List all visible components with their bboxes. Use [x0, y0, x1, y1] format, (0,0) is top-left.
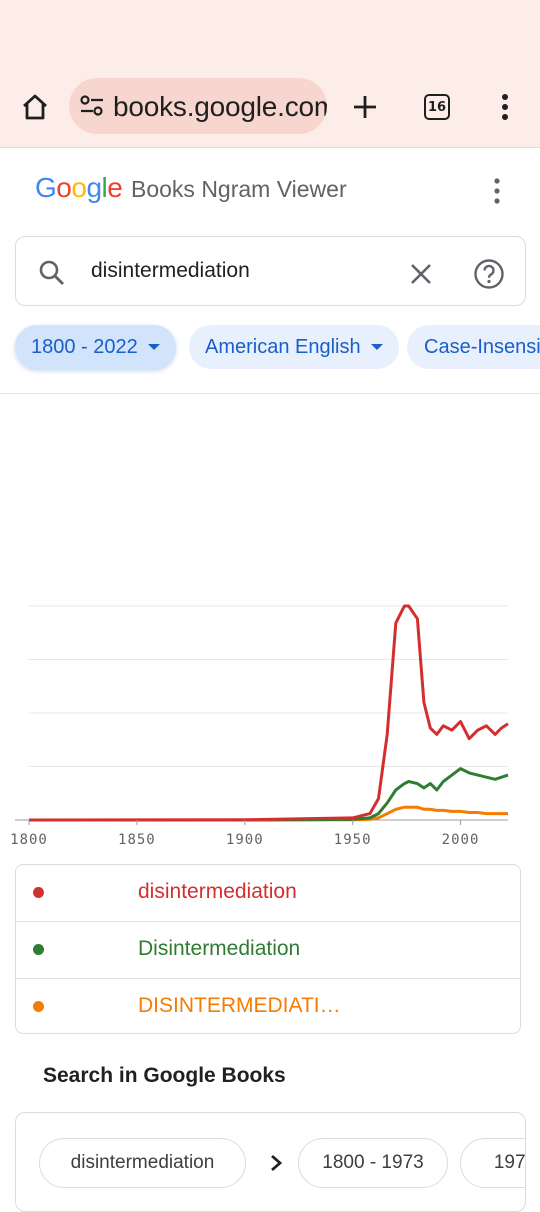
search-input[interactable]: disintermediation	[91, 259, 250, 282]
url-text: books.google.com	[113, 91, 327, 122]
legend-item[interactable]: disintermediation	[16, 865, 520, 922]
book-range-chip[interactable]: 1974	[460, 1138, 525, 1188]
site-settings-icon[interactable]	[77, 92, 107, 120]
legend-dot-orange	[33, 1001, 44, 1012]
series-line[interactable]	[29, 805, 508, 822]
x-tick-label: 1800	[10, 832, 48, 848]
x-tick-label: 1850	[118, 832, 156, 848]
new-tab-icon[interactable]	[346, 88, 384, 126]
chevron-down-icon	[147, 344, 160, 350]
year-range-chip[interactable]: 1800 - 2022	[15, 325, 176, 369]
legend-label: DISINTERMEDIATI…	[138, 994, 341, 1017]
tab-switcher-button[interactable]: 16	[418, 88, 456, 126]
app-title: Books Ngram Viewer	[131, 176, 347, 202]
legend-label: disintermediation	[138, 880, 297, 903]
x-tick-label: 1900	[226, 832, 264, 848]
help-icon[interactable]	[472, 257, 506, 291]
series-line[interactable]	[29, 767, 509, 822]
search-icon	[36, 257, 68, 289]
ngram-header: Google Books Ngram Viewer	[0, 148, 540, 234]
section-title: Search in Google Books	[43, 1064, 286, 1087]
chart-legend: disintermediation Disintermediation DISI…	[15, 864, 521, 1034]
google-logo[interactable]: Google	[35, 172, 123, 203]
x-tick-label: 1950	[334, 832, 372, 848]
tab-count: 16	[424, 94, 450, 120]
x-tick-label: 2000	[442, 832, 480, 848]
case-chip[interactable]: Case-Insensitive	[407, 325, 540, 369]
ngram-chart: 1800 1850 1900 1950 2000	[0, 590, 540, 860]
more-options-icon[interactable]	[486, 176, 508, 206]
book-search-chip[interactable]: disintermediation	[39, 1138, 246, 1188]
chevron-right-icon[interactable]	[261, 1148, 291, 1178]
series-line[interactable]	[28, 604, 509, 822]
home-icon[interactable]	[16, 88, 54, 126]
divider	[0, 393, 540, 394]
legend-dot-red	[33, 887, 44, 898]
chevron-down-icon	[370, 344, 383, 350]
ngram-chart-svg: 1800 1850 1900 1950 2000	[10, 604, 509, 848]
legend-item[interactable]: DISINTERMEDIATI…	[16, 979, 520, 1036]
legend-item[interactable]: Disintermediation	[16, 922, 520, 979]
google-books-card: disintermediation 1800 - 1973 1974	[15, 1112, 526, 1212]
clear-icon[interactable]	[406, 259, 436, 289]
browser-menu-icon[interactable]	[490, 88, 520, 126]
browser-toolbar: books.google.com 16	[0, 0, 540, 148]
legend-dot-green	[33, 944, 44, 955]
address-bar[interactable]: books.google.com	[69, 78, 327, 134]
legend-label: Disintermediation	[138, 937, 301, 960]
book-range-chip[interactable]: 1800 - 1973	[298, 1138, 448, 1188]
ngram-search-box[interactable]: disintermediation	[15, 236, 526, 306]
corpus-chip[interactable]: American English	[189, 325, 399, 369]
